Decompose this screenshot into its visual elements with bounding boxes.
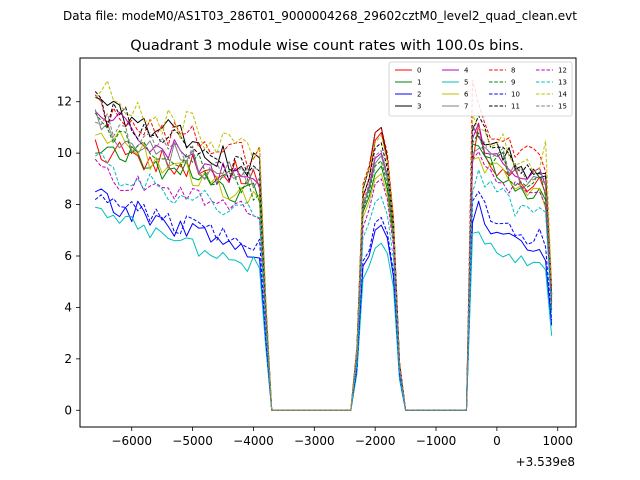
plot-area — [80, 58, 576, 427]
x-tick-label: 1000 — [542, 434, 573, 448]
y-tick-label: 4 — [64, 300, 72, 314]
legend-label-8: 8 — [511, 67, 515, 75]
series-line-14 — [94, 80, 553, 411]
x-tick-label: −6000 — [111, 434, 152, 448]
series-layer — [94, 79, 553, 411]
suptitle: Data file: modeM0/AS1T03_286T01_90000042… — [63, 9, 577, 23]
legend-label-0: 0 — [417, 67, 421, 75]
x-tick-label: −5000 — [172, 434, 213, 448]
legend-label-14: 14 — [558, 91, 567, 99]
series-line-15 — [95, 113, 553, 411]
legend-label-5: 5 — [464, 79, 468, 87]
legend-label-13: 13 — [558, 79, 567, 87]
legend-label-7: 7 — [464, 103, 468, 111]
legend-label-15: 15 — [558, 103, 567, 111]
y-tick-label: 10 — [57, 146, 72, 160]
legend-label-10: 10 — [511, 91, 520, 99]
x-offset-label: +3.539e8 — [516, 455, 575, 469]
x-axis: −6000 −5000 −4000 −3000 −2000 −1000 0 1000 — [111, 427, 573, 448]
series-line-3 — [95, 96, 553, 411]
series-line-9 — [94, 112, 553, 411]
y-tick-label: 12 — [57, 95, 72, 109]
legend-label-9: 9 — [511, 79, 515, 87]
series-line-5 — [95, 206, 553, 411]
series-line-12 — [94, 151, 553, 411]
legend-label-3: 3 — [417, 103, 421, 111]
y-axis: 0 2 4 6 8 10 12 — [57, 95, 80, 417]
series-line-2 — [95, 188, 553, 411]
y-tick-label: 8 — [64, 198, 72, 212]
legend-label-2: 2 — [417, 91, 421, 99]
x-tick-label: −1000 — [416, 434, 457, 448]
y-tick-label: 6 — [64, 249, 72, 263]
series-line-10 — [94, 191, 553, 411]
legend-frame — [388, 61, 573, 117]
series-line-8 — [94, 79, 553, 411]
series-line-6 — [95, 129, 553, 411]
legend-label-1: 1 — [417, 79, 421, 87]
x-tick-label: −3000 — [294, 434, 335, 448]
x-tick-label: −2000 — [355, 434, 396, 448]
x-tick-label: −4000 — [233, 434, 274, 448]
legend-label-12: 12 — [558, 67, 567, 75]
legend-label-11: 11 — [511, 103, 520, 111]
chart-title: Quadrant 3 module wise count rates with … — [130, 38, 524, 54]
x-tick-label: 0 — [493, 434, 501, 448]
plot-frame — [79, 57, 577, 428]
legend-label-4: 4 — [464, 67, 469, 75]
legend-label-6: 6 — [464, 91, 469, 99]
series-line-13 — [94, 151, 553, 411]
y-tick-label: 0 — [64, 403, 72, 417]
y-tick-label: 2 — [64, 352, 72, 366]
